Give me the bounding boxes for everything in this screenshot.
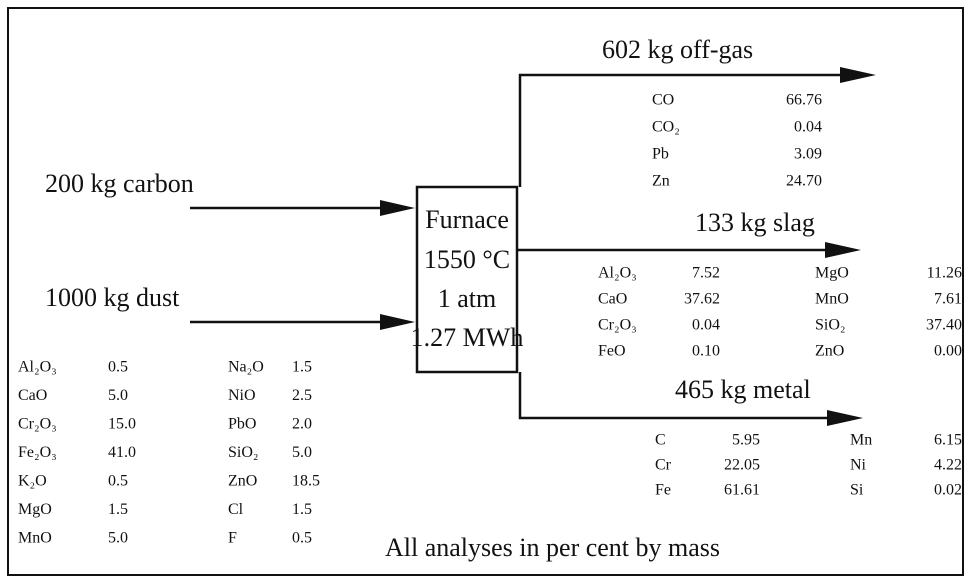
analysis-name: CO xyxy=(652,92,674,109)
analysis-name: Al₂O₃ xyxy=(598,265,637,282)
analysis-value: 0.04 xyxy=(692,317,720,334)
analysis-name: Ni xyxy=(850,457,867,474)
furnace-box xyxy=(415,185,519,374)
arrowhead xyxy=(840,67,876,83)
furnace-line: 1 atm xyxy=(438,284,497,313)
arrowhead xyxy=(825,242,861,258)
analysis-name: CaO xyxy=(18,387,47,404)
analysis-name: Cr₂O₃ xyxy=(18,416,57,433)
analysis-value: 4.22 xyxy=(934,457,962,474)
arrowhead xyxy=(380,200,415,216)
analysis-value: 0.5 xyxy=(108,473,128,490)
analysis-name: K₂O xyxy=(18,473,47,490)
analysis-name: MnO xyxy=(815,291,849,308)
analysis-name: Fe xyxy=(655,482,671,499)
analysis-value: 37.62 xyxy=(684,291,720,308)
furnace-line: 1.27 MWh xyxy=(411,323,524,352)
output-label: 133 kg slag xyxy=(695,208,815,237)
analysis-value: 0.04 xyxy=(794,119,822,136)
arrowhead xyxy=(380,314,415,330)
analysis-value: 61.61 xyxy=(724,482,760,499)
analysis-name: Si xyxy=(850,482,864,499)
analysis-name: Pb xyxy=(652,146,669,163)
analysis-value: 22.05 xyxy=(724,457,760,474)
metal-arrow xyxy=(518,372,837,420)
analysis-name: F xyxy=(228,530,237,547)
input-label: 200 kg carbon xyxy=(45,169,194,198)
input-label: 1000 kg dust xyxy=(45,283,180,312)
analysis-name: Cl xyxy=(228,501,244,518)
analysis-value: 18.5 xyxy=(292,473,320,490)
furnace-line: Furnace xyxy=(425,205,509,234)
analysis-name: CO₂ xyxy=(652,119,680,136)
furnace-line: 1550 °C xyxy=(424,245,510,274)
analysis-name: ZnO xyxy=(815,343,844,360)
analysis-value: 1.5 xyxy=(292,501,312,518)
analysis-name: FeO xyxy=(598,343,626,360)
analysis-value: 15.0 xyxy=(108,416,136,433)
analysis-name: NiO xyxy=(228,387,256,404)
analysis-value: 7.61 xyxy=(934,291,962,308)
analysis-value: 5.0 xyxy=(108,530,128,547)
analysis-value: 0.00 xyxy=(934,343,962,360)
output-label: 465 kg metal xyxy=(675,375,811,404)
analysis-value: 66.76 xyxy=(786,92,822,109)
analysis-name: MnO xyxy=(18,530,52,547)
analysis-name: SiO₂ xyxy=(228,444,258,461)
analysis-value: 11.26 xyxy=(927,265,962,282)
analysis-value: 24.70 xyxy=(786,173,822,190)
analysis-value: 2.5 xyxy=(292,387,312,404)
analysis-value: 5.0 xyxy=(292,444,312,461)
output-label: 602 kg off-gas xyxy=(602,35,753,64)
analysis-value: 7.52 xyxy=(692,265,720,282)
analysis-value: 37.40 xyxy=(926,317,962,334)
analysis-value: 6.15 xyxy=(934,432,962,449)
analysis-value: 3.09 xyxy=(794,146,822,163)
analysis-name: Fe₂O₃ xyxy=(18,444,57,461)
analysis-name: SiO₂ xyxy=(815,317,845,334)
analysis-value: 1.5 xyxy=(108,501,128,518)
analysis-name: C xyxy=(655,432,666,449)
analysis-value: 1.5 xyxy=(292,359,312,376)
analysis-name: Na₂O xyxy=(228,359,264,376)
analysis-name: Mn xyxy=(850,432,872,449)
analysis-value: 41.0 xyxy=(108,444,136,461)
analysis-value: 0.02 xyxy=(934,482,962,499)
analysis-name: Zn xyxy=(652,173,670,190)
arrowhead xyxy=(827,410,863,426)
note: All analyses in per cent by mass xyxy=(385,533,720,562)
analysis-name: Al₂O₃ xyxy=(18,359,57,376)
analysis-name: ZnO xyxy=(228,473,257,490)
analysis-value: 0.5 xyxy=(292,530,312,547)
analysis-value: 0.10 xyxy=(692,343,720,360)
analysis-name: MgO xyxy=(815,265,849,282)
offgas-arrow xyxy=(518,73,850,187)
analysis-value: 5.95 xyxy=(732,432,760,449)
analysis-name: PbO xyxy=(228,416,256,433)
analysis-value: 2.0 xyxy=(292,416,312,433)
analysis-name: CaO xyxy=(598,291,627,308)
frame xyxy=(7,7,964,576)
analysis-name: Cr₂O₃ xyxy=(598,317,637,334)
analysis-name: MgO xyxy=(18,501,52,518)
analysis-value: 0.5 xyxy=(108,359,128,376)
analysis-value: 5.0 xyxy=(108,387,128,404)
analysis-name: Cr xyxy=(655,457,672,474)
